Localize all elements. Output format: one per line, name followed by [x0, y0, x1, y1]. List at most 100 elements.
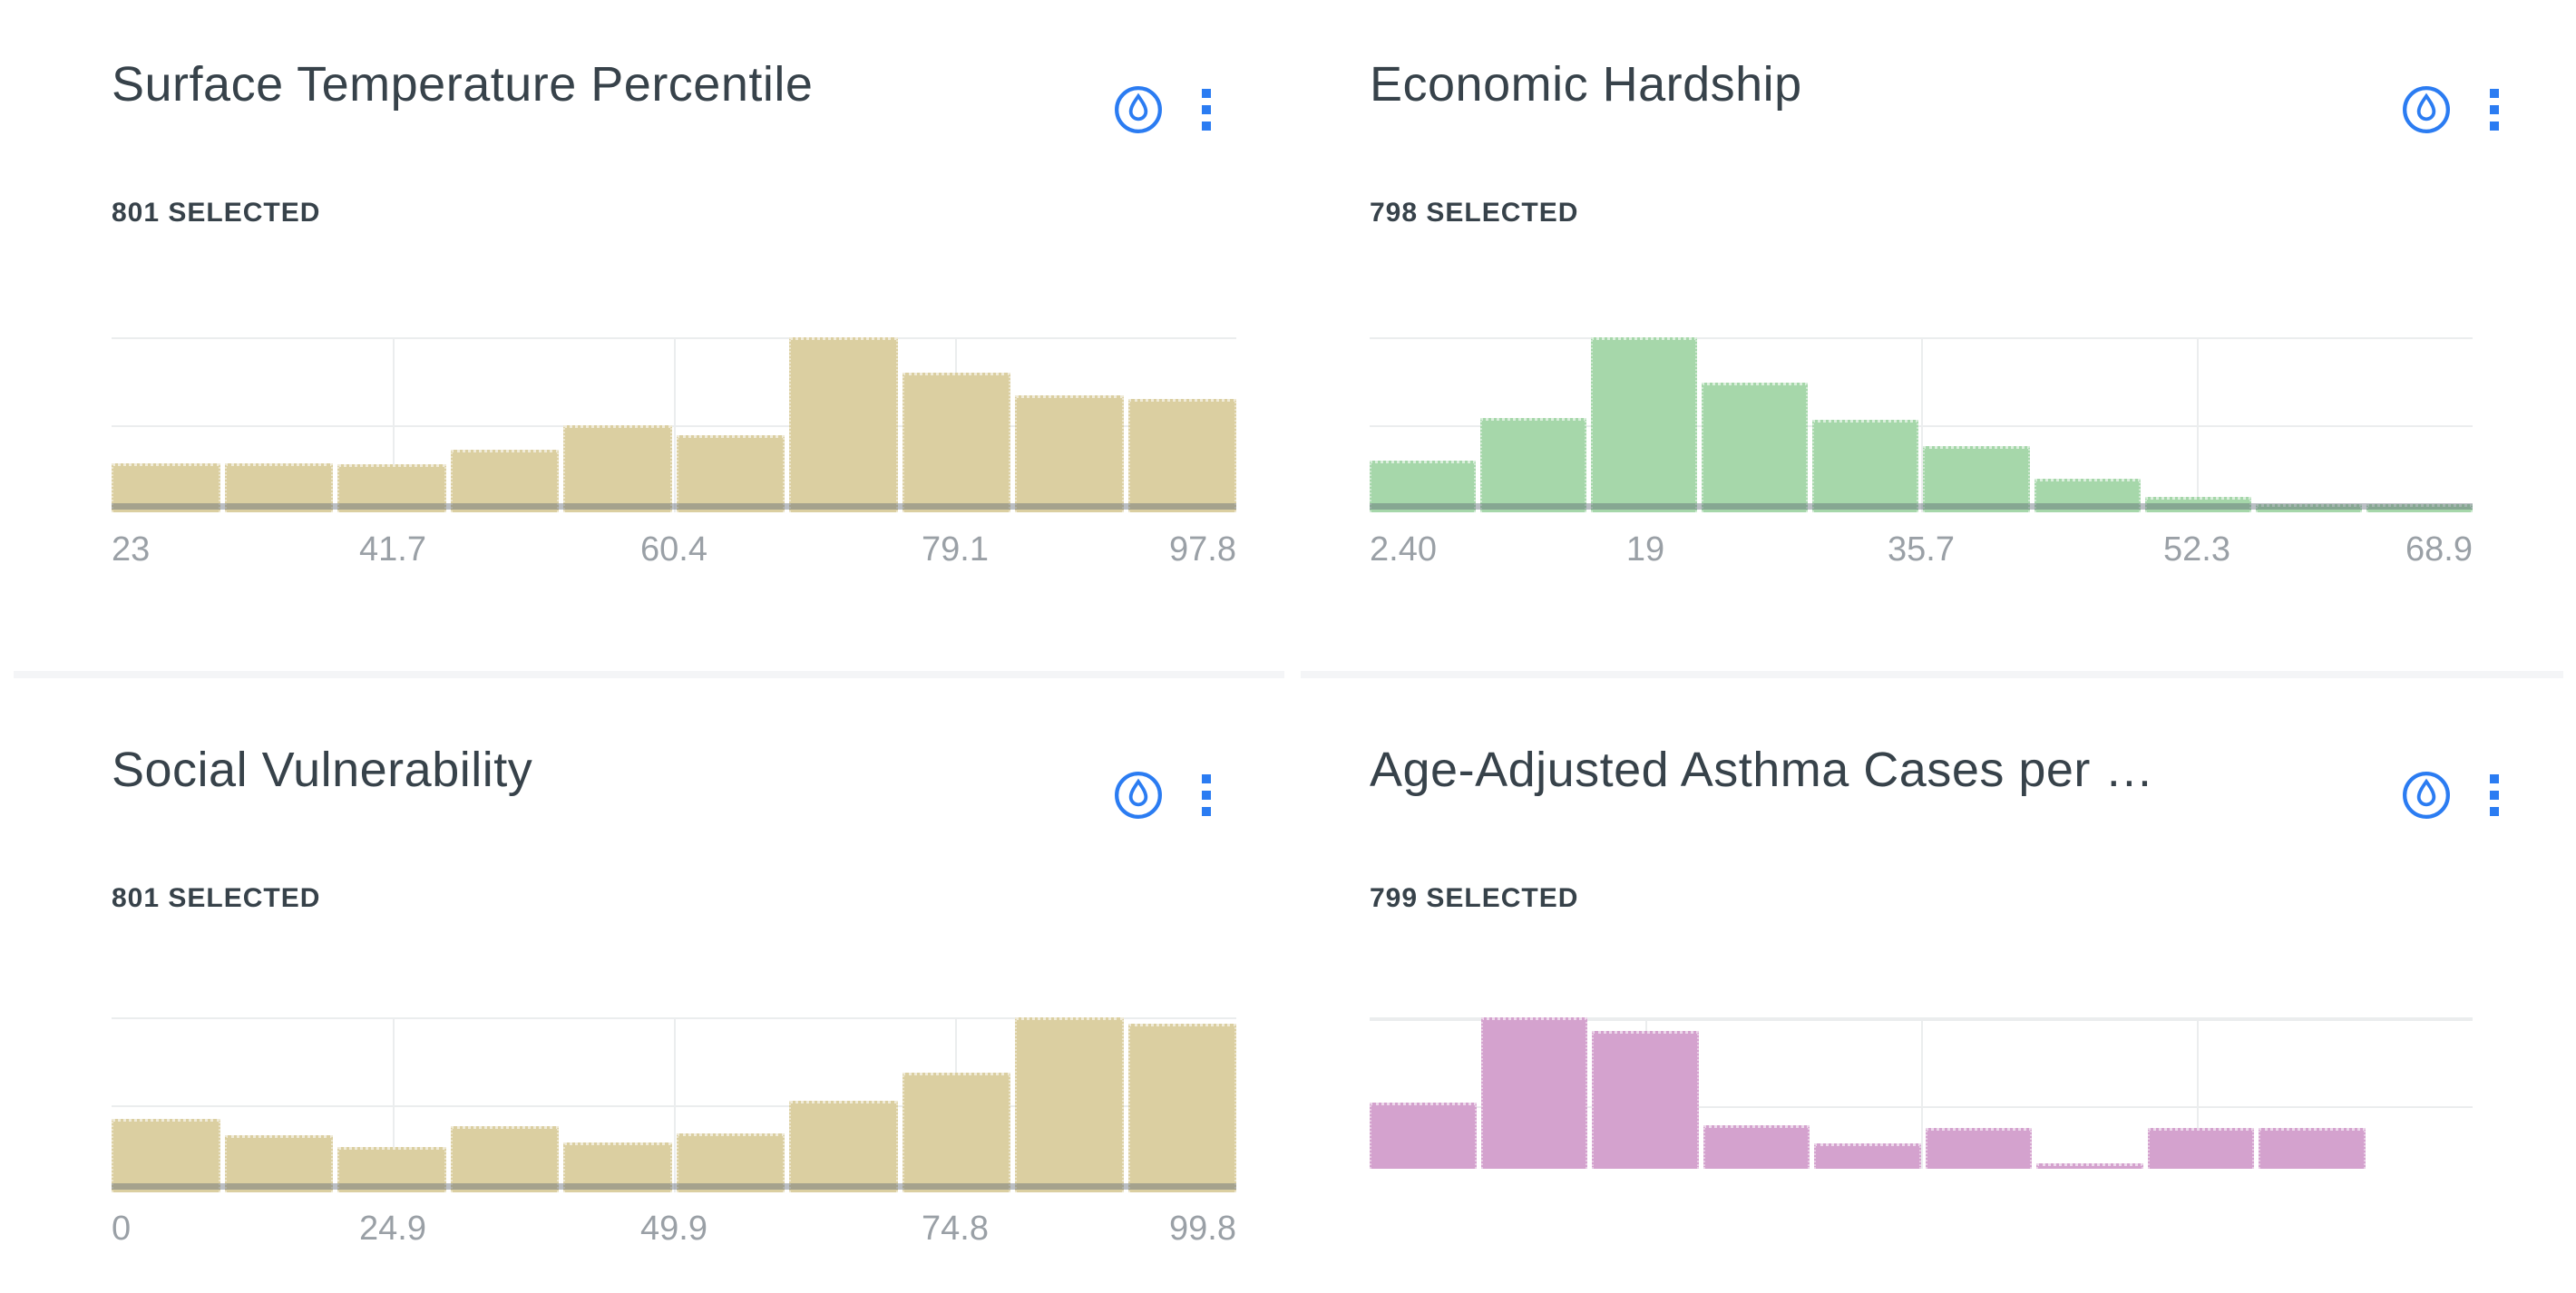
histogram-bar[interactable] [902, 1072, 1010, 1192]
style-droplet-button[interactable] [1114, 771, 1163, 820]
chart-title: Social Vulnerability [112, 743, 533, 797]
histogram-bar[interactable] [1015, 394, 1124, 512]
histogram-plot [1370, 1017, 2473, 1169]
axis-tick-label: 99.8 [1169, 1210, 1236, 1248]
style-droplet-button[interactable] [2402, 85, 2451, 134]
histogram-bar[interactable] [224, 1135, 333, 1192]
options-menu-button[interactable] [1193, 774, 1220, 816]
kebab-icon [2481, 89, 2508, 131]
histogram-bar[interactable] [676, 1133, 785, 1192]
gridline-vertical [393, 337, 395, 512]
histogram-bar[interactable] [2259, 1127, 2366, 1169]
histogram-bar[interactable] [1591, 337, 1698, 512]
histogram-bar[interactable] [1812, 419, 1919, 512]
axis-tick-label: 97.8 [1169, 530, 1236, 569]
selected-count: 798 SELECTED [1370, 198, 1579, 228]
x-axis-tick-labels: 2.40 19 35.7 52.3 68.9 [1370, 530, 2473, 570]
histogram-bar[interactable] [112, 1118, 220, 1192]
selected-count: 799 SELECTED [1370, 883, 1579, 913]
histogram-bar[interactable] [337, 463, 446, 512]
histogram-bar[interactable] [2036, 1163, 2143, 1169]
histogram-plot [112, 1017, 1236, 1192]
axis-tick-label: 2.40 [1370, 530, 1437, 569]
histogram-plot [1370, 337, 2473, 512]
axis-tick-label: 68.9 [2405, 530, 2473, 569]
kebab-icon [1193, 774, 1220, 816]
histogram-bar[interactable] [2144, 496, 2251, 512]
axis-tick-label: 23 [112, 530, 151, 569]
histogram-bar[interactable] [450, 1125, 559, 1192]
histogram-bar[interactable] [789, 1100, 898, 1192]
chart-widget-p3: Social Vulnerability 801 SELECTED 0 24.9 4… [0, 685, 1288, 1293]
axis-baseline [1370, 503, 2473, 510]
axis-tick-label: 0 [112, 1210, 132, 1248]
histogram-bar[interactable] [2034, 479, 2141, 512]
chart-title: Economic Hardship [1370, 57, 1802, 112]
options-menu-button[interactable] [2481, 774, 2508, 816]
histogram-bar[interactable] [563, 424, 672, 512]
histogram-bars [112, 337, 1236, 512]
histogram-bar[interactable] [224, 462, 333, 512]
chart-widget-p4: Age-Adjusted Asthma Cases per … 799 SELE… [1288, 685, 2576, 1293]
x-axis-tick-labels: 0 24.9 49.9 74.8 99.8 [112, 1210, 1236, 1249]
histogram-bar[interactable] [1370, 1102, 1477, 1169]
histogram-bar[interactable] [789, 337, 898, 512]
axis-baseline [112, 1183, 1236, 1190]
axis-tick-label: 19 [1625, 530, 1665, 569]
histogram-bar[interactable] [1480, 1017, 1587, 1169]
histogram-bar[interactable] [1925, 1127, 2032, 1169]
histogram-bar[interactable] [563, 1142, 672, 1192]
histogram-bar[interactable] [2366, 504, 2473, 512]
histogram-bar[interactable] [1923, 445, 2030, 512]
row-divider [1301, 671, 2563, 678]
gridline-vertical [2197, 337, 2199, 512]
histogram-bar[interactable] [1127, 1023, 1236, 1192]
histogram-bar[interactable] [1127, 398, 1236, 512]
droplet-icon [2403, 772, 2450, 819]
histogram-bar[interactable] [902, 372, 1010, 512]
histogram-bar[interactable] [112, 462, 220, 512]
histogram-bars [1370, 337, 2473, 512]
droplet-icon [2403, 86, 2450, 133]
gridline-vertical [1921, 1017, 1923, 1169]
droplet-icon [1115, 772, 1162, 819]
histogram-bar[interactable] [1703, 1124, 1810, 1169]
histogram-bar[interactable] [2255, 504, 2362, 512]
histogram-bars [112, 1017, 1236, 1192]
chart-widget-p1: Surface Temperature Percentile 801 SELEC… [0, 0, 1288, 671]
chart-title: Surface Temperature Percentile [112, 57, 814, 112]
options-menu-button[interactable] [2481, 89, 2508, 131]
histogram-bar[interactable] [1702, 383, 1809, 512]
histogram-bars [1370, 1017, 2473, 1169]
axis-tick-label: 35.7 [1888, 530, 1955, 569]
histogram-bar[interactable] [1370, 461, 1477, 512]
histogram-plot [112, 337, 1236, 512]
axis-tick-label: 79.1 [922, 530, 989, 569]
chart-title: Age-Adjusted Asthma Cases per … [1370, 743, 2154, 797]
gridline-vertical [393, 1017, 395, 1192]
axis-tick-label: 41.7 [359, 530, 426, 569]
histogram-bar[interactable] [1814, 1142, 1921, 1169]
gridline-vertical [674, 1017, 676, 1192]
histogram-bar[interactable] [450, 449, 559, 512]
axis-tick-label: 24.9 [359, 1210, 426, 1248]
options-menu-button[interactable] [1193, 89, 1220, 131]
kebab-icon [1193, 89, 1220, 131]
selected-count: 801 SELECTED [112, 198, 321, 228]
gridline-vertical [2197, 1017, 2199, 1169]
row-divider [14, 671, 1284, 678]
gridline-vertical [674, 337, 676, 512]
x-axis-tick-labels: 23 41.7 60.4 79.1 97.8 [112, 530, 1236, 570]
x-axis-tick-labels [1370, 1210, 2473, 1249]
gridline-vertical [1921, 337, 1923, 512]
histogram-bar[interactable] [2147, 1127, 2254, 1169]
axis-tick-label: 52.3 [2163, 530, 2230, 569]
style-droplet-button[interactable] [1114, 85, 1163, 134]
histogram-bar[interactable] [676, 435, 785, 512]
histogram-bar[interactable] [1015, 1017, 1124, 1192]
style-droplet-button[interactable] [2402, 771, 2451, 820]
axis-tick-label: 74.8 [922, 1210, 989, 1248]
histogram-bar[interactable] [1592, 1031, 1699, 1169]
histogram-bar[interactable] [1480, 417, 1587, 512]
histogram-bar[interactable] [337, 1146, 446, 1192]
